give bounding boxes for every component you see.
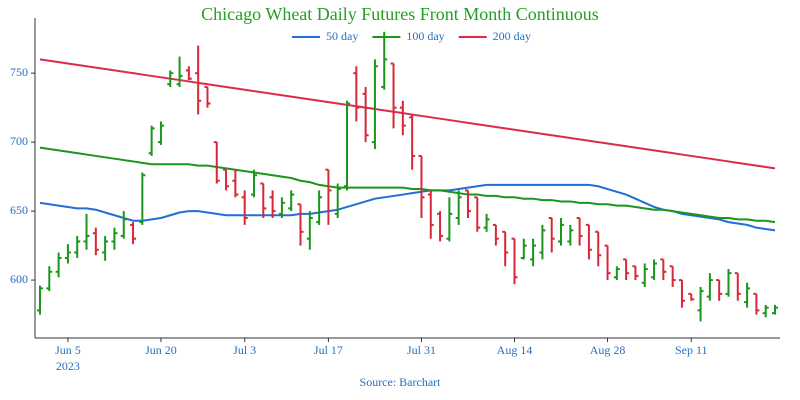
y-tick-label: 750 [10,65,28,79]
x-tick-label: Jul 3 [233,343,256,357]
ma-line [39,146,776,224]
year-label: 2023 [56,359,80,373]
x-tick-label: Jul 31 [407,343,436,357]
y-tick-label: 700 [10,134,28,148]
x-tick-label: Jun 5 [55,343,81,357]
chart-title: Chicago Wheat Daily Futures Front Month … [201,4,599,24]
x-tick-label: Sep 11 [675,343,708,357]
y-tick-label: 600 [10,272,28,286]
ma-line [39,183,776,232]
x-tick-label: Jul 17 [314,343,343,357]
source: Source: Barchart [360,375,442,389]
x-tick-label: Jun 20 [145,343,177,357]
legend-label: 200 day [493,29,531,43]
legend-label: 50 day [326,29,358,43]
x-tick-label: Aug 28 [590,343,626,357]
x-tick-label: Aug 14 [497,343,533,357]
y-tick-label: 650 [10,203,28,217]
legend-label: 100 day [406,29,444,43]
ma-line [39,58,776,170]
